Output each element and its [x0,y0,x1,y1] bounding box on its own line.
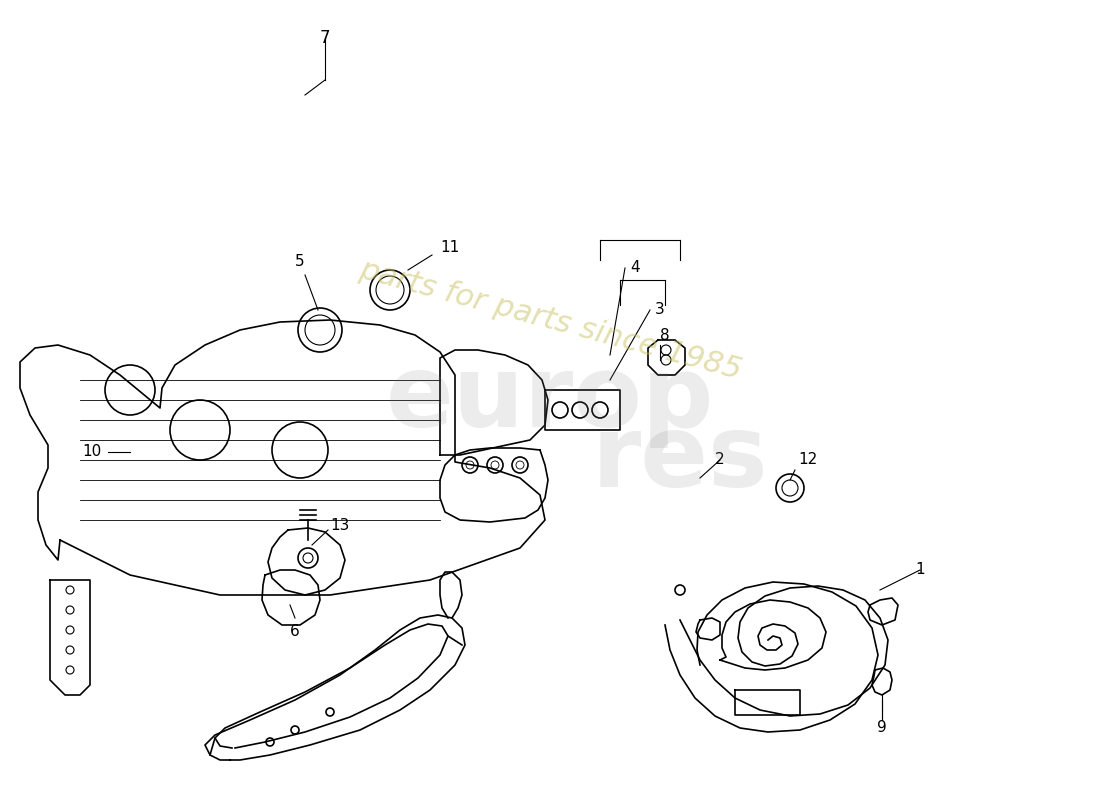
Text: 5: 5 [295,254,305,270]
Text: 10: 10 [82,445,101,459]
Text: parts for parts since 1985: parts for parts since 1985 [355,255,745,385]
Text: 3: 3 [656,302,664,318]
Text: 13: 13 [330,518,350,533]
Text: 6: 6 [290,625,300,639]
Text: 7: 7 [320,29,330,47]
Text: 1: 1 [915,562,925,578]
Text: 11: 11 [440,241,460,255]
Text: res: res [592,411,768,509]
Text: 2: 2 [715,453,725,467]
Text: 4: 4 [630,261,640,275]
Text: europ: europ [386,351,714,449]
Text: 8: 8 [660,327,670,342]
Text: 9: 9 [877,721,887,735]
Text: 12: 12 [799,453,817,467]
